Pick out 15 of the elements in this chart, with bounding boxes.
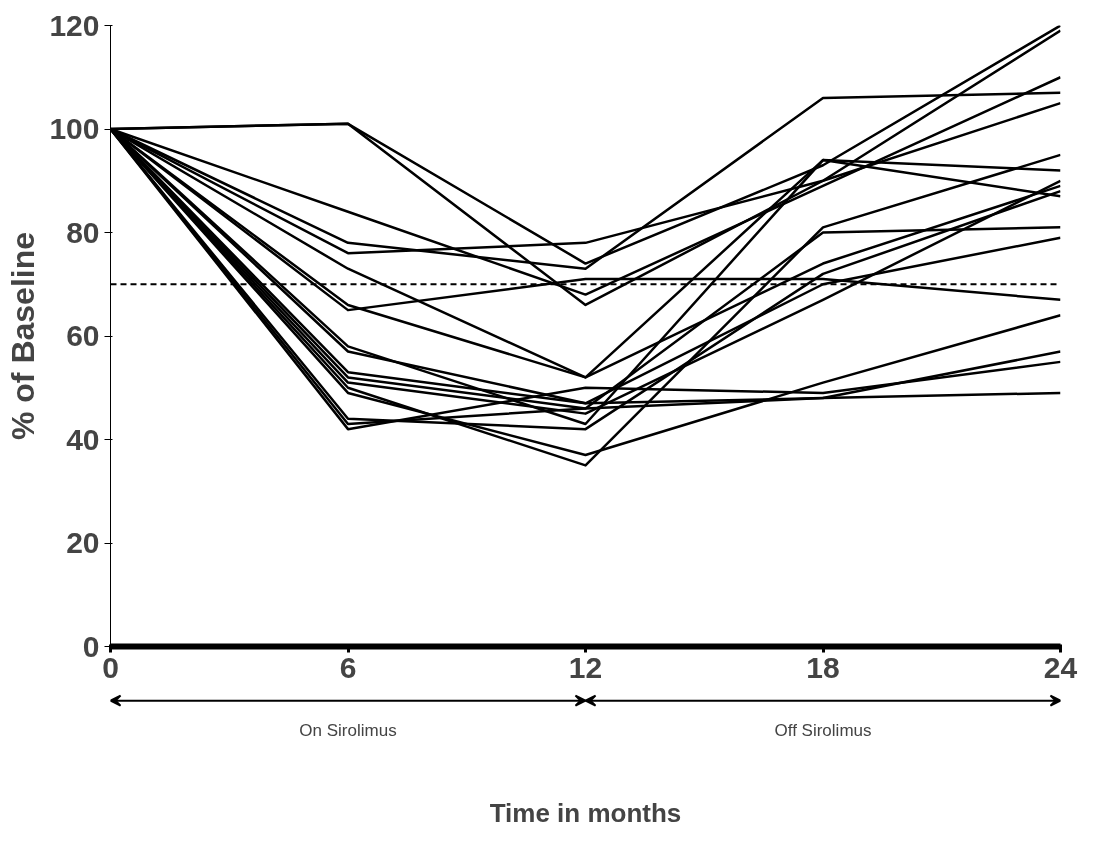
x-tick-label: 24 bbox=[1043, 650, 1078, 684]
y-tick-label: 120 bbox=[49, 8, 100, 42]
y-tick-label: 100 bbox=[49, 112, 100, 145]
x-tick-label: 6 bbox=[339, 650, 357, 684]
x-tick-label: 12 bbox=[568, 650, 603, 684]
y-tick-label: 80 bbox=[66, 215, 100, 249]
y-tick-label: 0 bbox=[82, 629, 100, 663]
text: Off Sirolimus bbox=[774, 721, 872, 741]
y-tick-label: 20 bbox=[66, 526, 100, 559]
y-tick-label: 60 bbox=[66, 319, 100, 352]
x-tick-label: 18 bbox=[806, 650, 840, 684]
text: On Sirolimus bbox=[299, 721, 397, 741]
y-axis-title: % of Baseline bbox=[5, 231, 42, 441]
x-axis-title: Time in months bbox=[489, 797, 682, 828]
y-tick-label: 40 bbox=[66, 422, 100, 456]
